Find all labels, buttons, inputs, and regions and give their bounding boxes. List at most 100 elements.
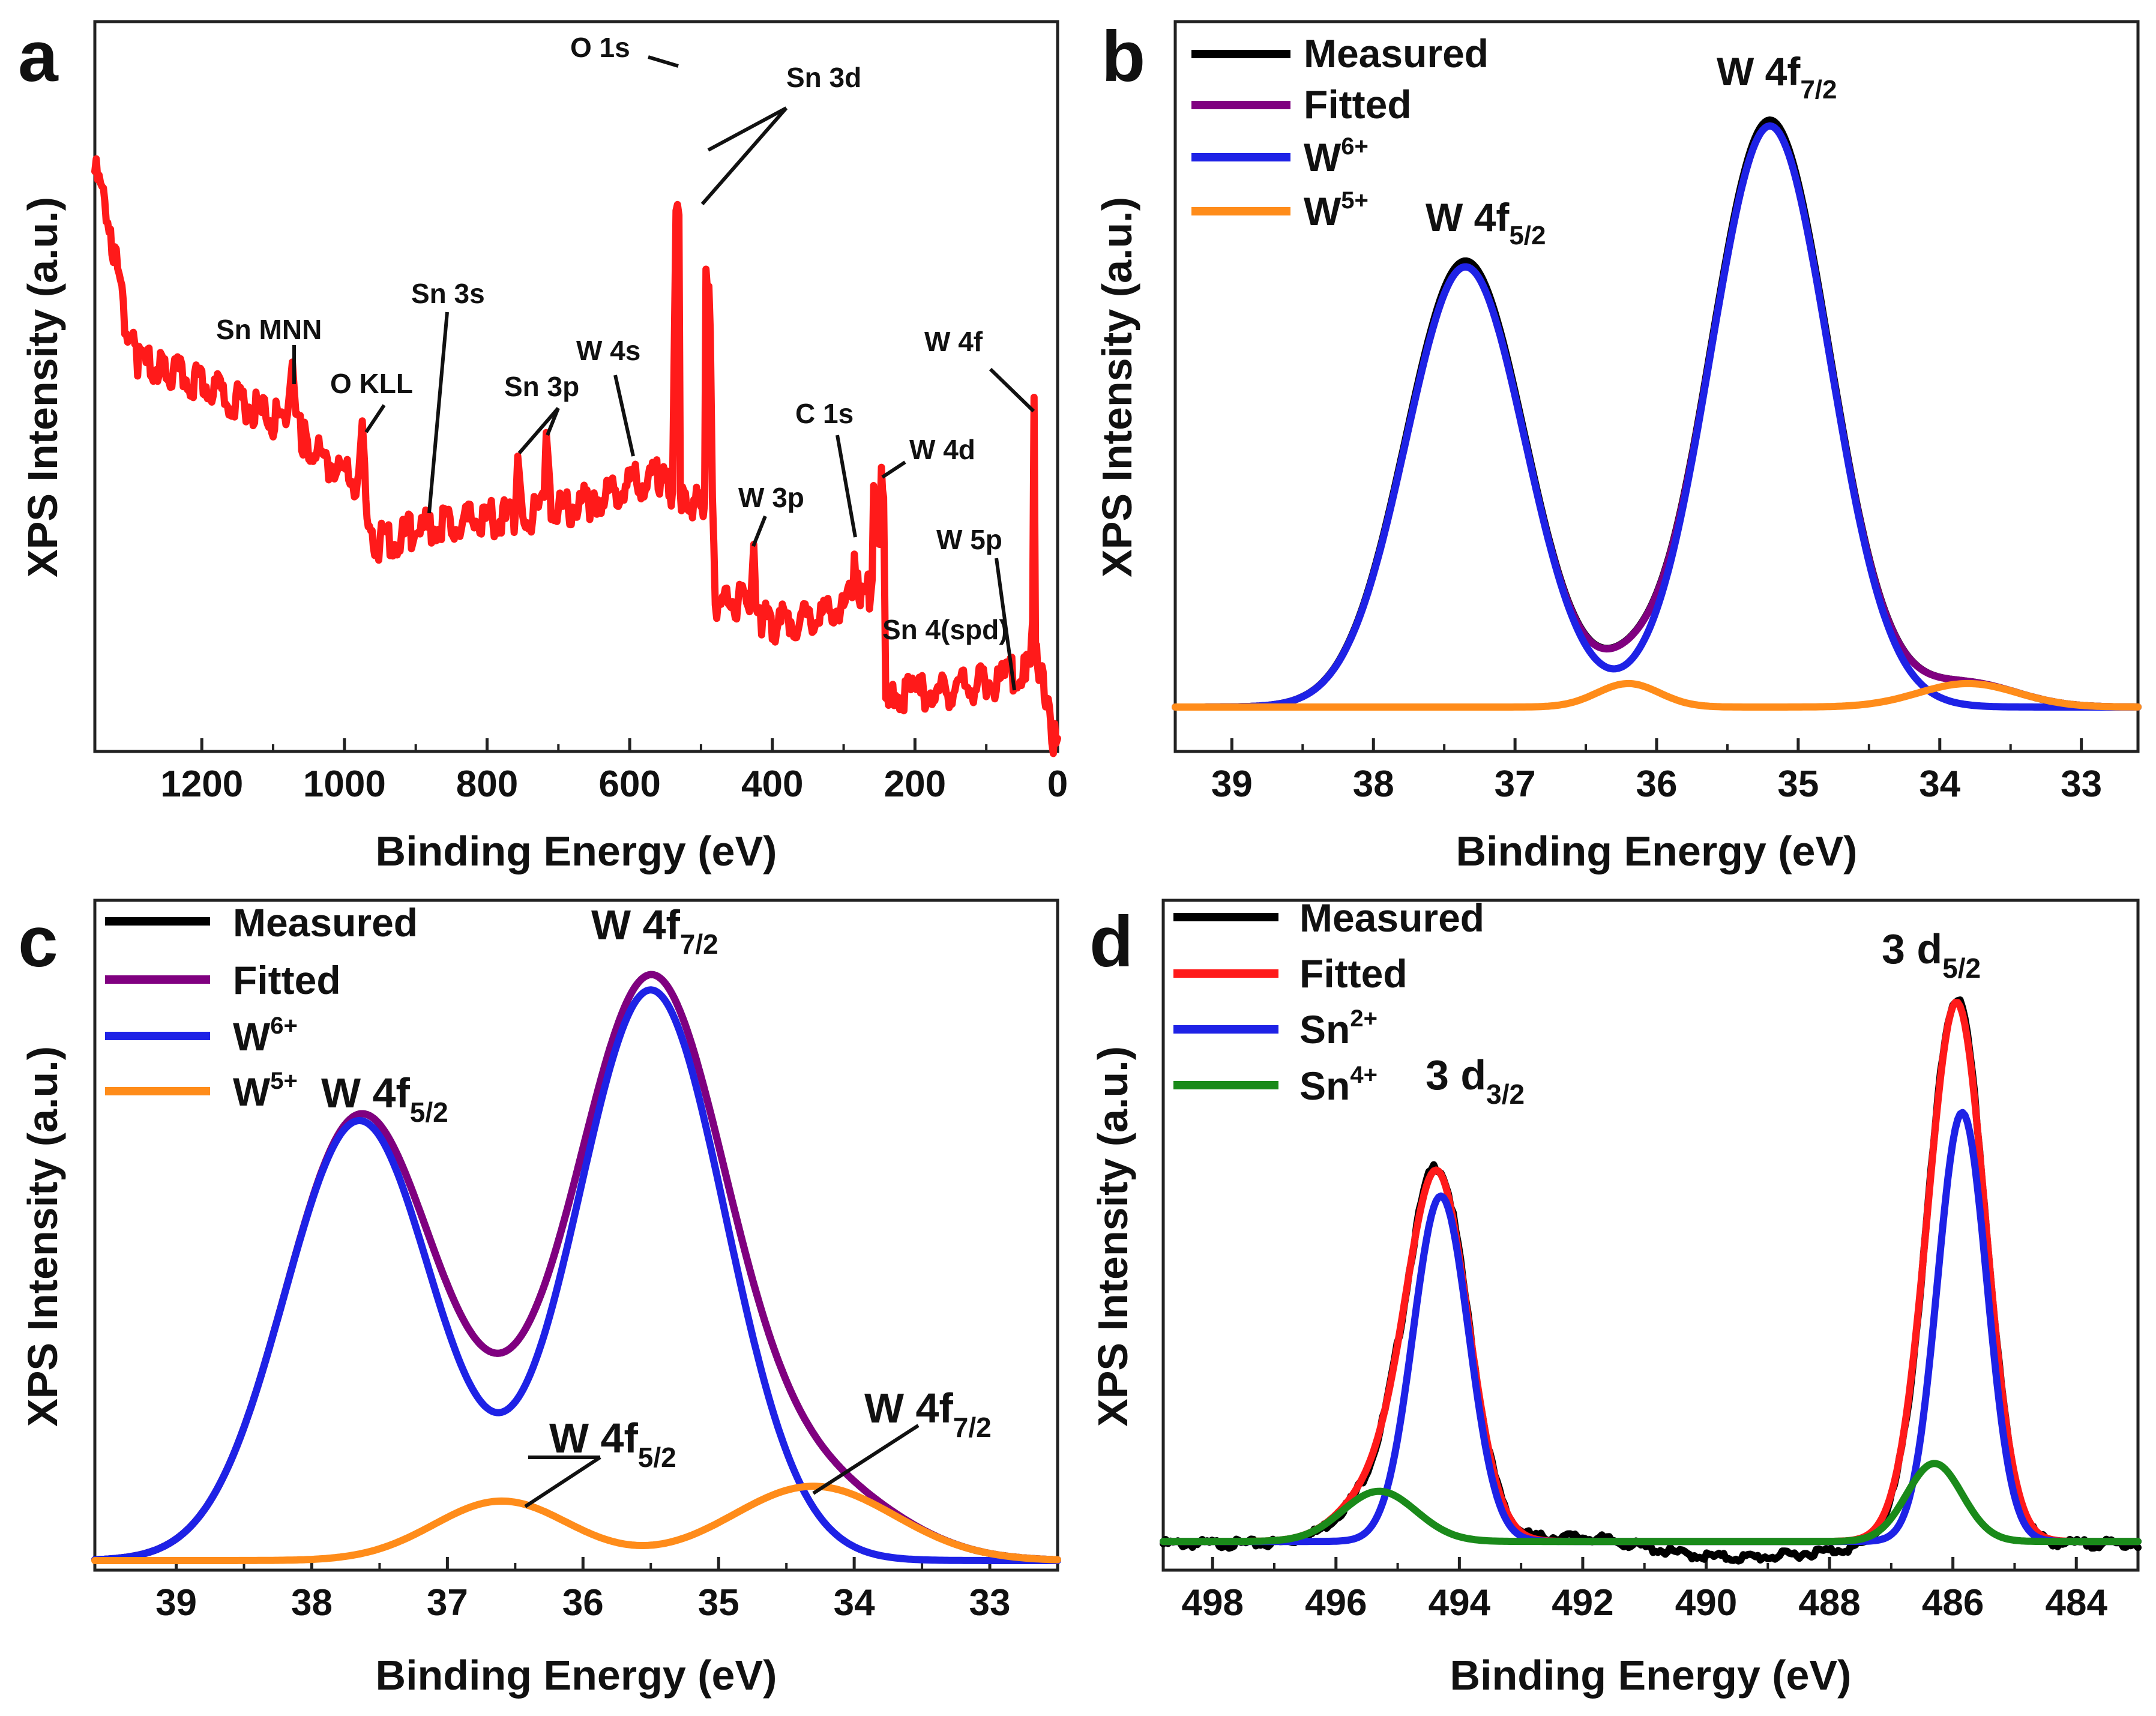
panel-d-frame [1161,899,2140,1572]
legend-label-fitted: Fitted [233,958,341,1002]
series-sn2- [1160,1109,2142,1546]
legend-label-fitted: Fitted [1299,951,1408,996]
x-tick-label: 1200 [160,763,243,805]
x-tick-label: 498 [1182,1582,1244,1624]
legend-label-w5: W5+ [1304,187,1369,233]
c-top-4f52-main: W 4f [321,1070,410,1116]
panel-c-frame [93,899,1059,1572]
x-tick-label: 800 [456,763,518,805]
panel-b-legend: Measured Fitted W6+ W5+ [1191,31,1489,233]
okll-leader [364,404,386,433]
x-tick-label: 490 [1675,1582,1737,1624]
legend-label-w6: W6+ [1304,133,1369,179]
panel-a-frame [93,20,1059,753]
o1s-leader [648,55,679,68]
legend-label-measured: Measured [1299,896,1484,940]
panel-c-legend: Measured Fitted W6+ W5+ [105,900,418,1114]
series-w5- [1172,679,2142,711]
anno-w3p: W 3p [738,482,804,513]
x-tick-label: 37 [1495,763,1536,805]
series-sn4- [1160,1460,2142,1546]
legend-label-measured: Measured [233,900,418,945]
x-tick-label: 38 [1353,763,1394,805]
x-tick-label: 35 [1777,763,1819,805]
x-tick-label: 35 [698,1582,739,1624]
sn3s-leader [427,312,449,514]
anno-sn3d: Sn 3d [786,62,861,93]
c-w5-leader-1b [524,1456,601,1508]
x-tick-label: 33 [969,1582,1011,1624]
d-3d52-sub: 5/2 [1942,953,1981,984]
anno-okll: O KLL [330,368,413,399]
anno-w5p: W 5p [936,524,1002,555]
panel-b-letter: b [1101,16,1145,97]
x-tick-label: 34 [834,1582,875,1624]
x-tick-label: 492 [1552,1582,1613,1624]
c-top-4f72-main: W 4f [591,902,680,948]
d-legend-sn4-sup: 4+ [1350,1062,1378,1088]
d-3d32-sub: 3/2 [1486,1079,1525,1110]
panel-b: b 39 38 37 36 35 34 33 Binding Energy (eV) XPS… [1094,16,2142,875]
c-w5-4f52-main: W 4f [549,1415,638,1462]
w4f-leader [989,367,1035,413]
anno-w4d: W 4d [909,434,975,465]
panel-c-ylabel: XPS Intensity (a.u.) [19,1046,66,1427]
panel-a-letter: a [18,16,59,97]
panel-b-ticks: 39 38 37 36 35 34 33 [1211,738,2102,805]
w3p-leader [751,515,767,547]
x-tick-label: 0 [1047,763,1068,805]
x-tick-label: 38 [291,1582,333,1624]
panel-b-xlabel: Binding Energy (eV) [1456,828,1858,875]
x-tick-label: 494 [1429,1582,1491,1624]
d-legend-sn2-main: Sn [1299,1007,1350,1052]
legend-label-w6: W6+ [233,1013,298,1059]
legend-label-w6-sup: 6+ [1341,133,1369,160]
panel-a-xlabel: Binding Energy (eV) [376,828,777,875]
sn3p-leader-2 [546,407,560,436]
x-tick-label: 488 [1798,1582,1860,1624]
x-tick-label: 37 [427,1582,468,1624]
c-top-4f72-sub: 7/2 [680,929,718,960]
legend-label-w5-main: W [1304,189,1341,233]
panel-a: a 1200 1000 800 600 400 200 0 Binding Energy (… [18,16,1068,875]
x-tick-label: 484 [2045,1582,2107,1624]
x-tick-label: 1000 [303,763,386,805]
b-4f52-main: W 4f [1426,195,1510,239]
legend-label-w6-main: W [1304,135,1341,179]
anno-sn3s: Sn 3s [411,278,485,309]
w5p-leader [995,558,1016,691]
anno-sn3p: Sn 3p [504,371,579,402]
x-tick-label: 200 [884,763,946,805]
x-tick-label: 36 [1636,763,1678,805]
c-legend-w5-sup: 5+ [270,1068,298,1094]
panel-d-letter: d [1089,902,1133,982]
c-legend-w5-main: W [233,1070,271,1114]
c-w5-leader-2 [812,1424,920,1495]
panel-d-curves [1160,996,2142,1565]
panel-c-label-w5-4f72: W 4f7/2 [864,1385,992,1443]
panel-a-annotation-lines [292,55,1035,691]
c-w5-4f52-sub: 5/2 [638,1442,676,1473]
panel-c-label-top-4f52: W 4f5/2 [321,1070,448,1128]
panel-d-label-3d52: 3 d5/2 [1882,926,1981,984]
anno-snmnn: Sn MNN [216,314,322,345]
b-4f52-sub: 5/2 [1509,221,1546,250]
anno-c1s: C 1s [795,398,854,429]
panel-a-ticks: 1200 1000 800 600 400 200 0 [160,738,1068,805]
sn3p-leader-1 [517,407,560,454]
panel-c-label-w5-4f52: W 4f5/2 [549,1415,676,1473]
c1s-leader [836,435,857,538]
b-4f72-sub: 7/2 [1800,75,1837,104]
x-tick-label: 39 [1211,763,1253,805]
x-tick-label: 34 [1919,763,1960,805]
panel-d-ylabel: XPS Intensity (a.u.) [1089,1046,1136,1427]
anno-w4s: W 4s [576,335,640,366]
panel-d-label-3d32: 3 d3/2 [1426,1052,1525,1110]
panel-c-ticks: 39 38 37 36 35 34 33 [155,1557,1011,1624]
panel-b-label-4f52: W 4f5/2 [1426,195,1546,250]
x-tick-label: 400 [741,763,803,805]
series-survey [91,155,1061,757]
c-legend-w6-sup: 6+ [270,1013,298,1039]
legend-label-w5: W5+ [233,1068,298,1114]
c-top-4f52-sub: 5/2 [410,1097,448,1128]
